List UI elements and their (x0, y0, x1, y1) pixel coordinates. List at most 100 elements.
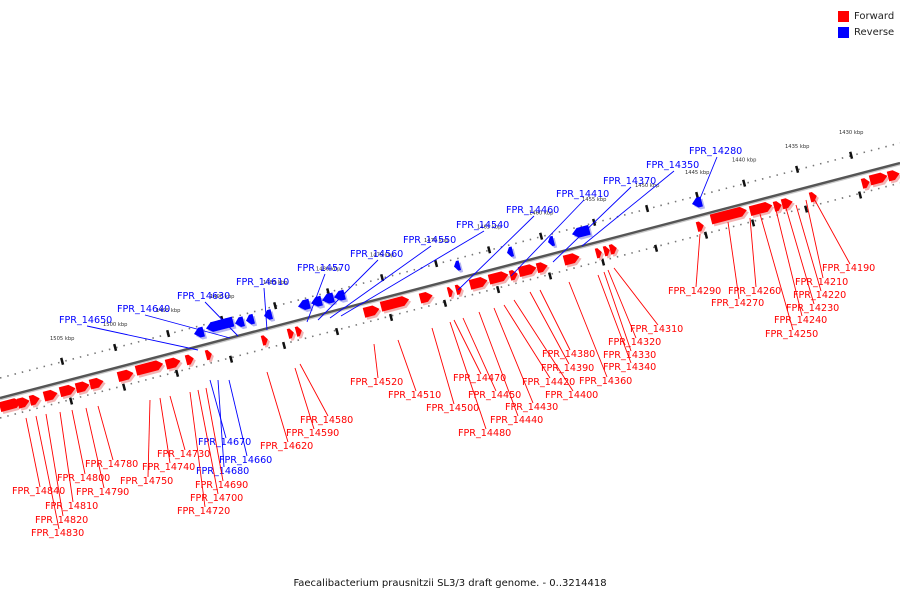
scale-tick (334, 327, 340, 336)
genome-caption: Faecalibacterium prausnitzii SL3/3 draft… (293, 578, 607, 589)
forward-gene-label-fpr-14340-leader (597, 274, 632, 364)
reverse-gene-label-fpr-14560-leader (317, 259, 379, 321)
forward-gene-label-fpr-14250: FPR_14250 (765, 329, 818, 340)
forward-gene-label-fpr-14400-leader (513, 299, 574, 392)
reverse-gene (572, 224, 591, 238)
scale-label: 1475 kbp (370, 252, 395, 258)
forward-gene (58, 384, 76, 398)
forward-gene-label-fpr-14470: FPR_14470 (453, 373, 506, 384)
forward-gene (868, 172, 888, 186)
legend-forward: Forward (838, 8, 894, 24)
forward-gene-label-fpr-14230: FPR_14230 (786, 303, 839, 314)
forward-gene-label-fpr-14730: FPR_14730 (157, 449, 210, 460)
forward-gene-label-fpr-14270: FPR_14270 (711, 298, 764, 309)
scale-label: 1455 kbp (582, 197, 607, 203)
forward-gene (860, 178, 870, 189)
reverse-gene-label-fpr-14650-leader (86, 325, 199, 351)
forward-gene-label-fpr-14260: FPR_14260 (728, 286, 781, 297)
scale-tick (434, 259, 439, 268)
scale-label: 1500 kbp (103, 322, 128, 328)
scale-tick (388, 313, 394, 322)
reverse-gene (692, 196, 703, 208)
scale-tick (281, 341, 287, 350)
forward-gene (286, 328, 294, 339)
forward-gene (508, 270, 518, 281)
forward-gene-label-fpr-14400: FPR_14400 (545, 390, 598, 401)
reverse-gene-label-fpr-14640: FPR_14640 (117, 304, 170, 315)
forward-gene-label-fpr-14330: FPR_14330 (603, 350, 656, 361)
legend-reverse-label: Reverse (854, 26, 895, 38)
forward-gene-label-fpr-14500-leader (431, 327, 455, 405)
reverse-gene-label-fpr-14640-leader (144, 314, 231, 339)
scale-label: 1470 kbp (424, 238, 449, 244)
forward-gene-label-fpr-14840-leader (25, 417, 41, 488)
forward-gene (446, 286, 453, 298)
scale-tick (273, 301, 278, 310)
scale-tick (803, 205, 809, 213)
forward-gene (748, 202, 773, 217)
scale-tick (750, 219, 756, 227)
forward-gene-label-fpr-14520-leader (373, 343, 379, 379)
forward-gene-label-fpr-14450: FPR_14450 (468, 390, 521, 401)
scale-tick (495, 285, 501, 294)
scale-tick (174, 369, 180, 378)
forward-gene-label-fpr-14430: FPR_14430 (505, 402, 558, 413)
forward-gene (602, 245, 610, 257)
forward-gene-label-fpr-14320-leader (607, 269, 637, 339)
reverse-gene (235, 316, 245, 328)
forward-gene-label-fpr-14440: FPR_14440 (490, 415, 543, 426)
reverse-gene (322, 292, 335, 304)
forward-gene-label-fpr-14210-leader (805, 199, 824, 279)
reverse-gene (548, 235, 556, 247)
reverse-gene-label-fpr-14410: FPR_14410 (556, 189, 609, 200)
reverse-gene-label-fpr-14610: FPR_14610 (236, 277, 289, 288)
forward-gene-label-fpr-14330-leader (603, 271, 632, 352)
forward-gene-label-fpr-14690-leader (205, 387, 224, 482)
forward-gene-label-fpr-14730-leader (169, 395, 186, 451)
reverse-gene-label-fpr-14680-leader (217, 379, 225, 468)
reverse-gene-label-fpr-14460-leader (457, 215, 535, 291)
forward-gene (562, 253, 580, 266)
forward-gene-label-fpr-14240-leader (775, 209, 803, 317)
reverse-gene-label-fpr-14280-leader (696, 156, 718, 207)
forward-gene (379, 296, 410, 312)
forward-gene-label-fpr-14700-leader (197, 389, 219, 495)
scale-label: 1435 kbp (785, 144, 810, 150)
forward-gene-label-fpr-14690: FPR_14690 (195, 480, 248, 491)
scale-label: 1480 kbp (316, 266, 341, 272)
forward-gene-label-fpr-14320: FPR_14320 (608, 337, 661, 348)
scale-tick (795, 165, 800, 174)
genome-backbone (0, 161, 900, 400)
scale-tick (442, 299, 448, 308)
forward-gene-label-fpr-14290: FPR_14290 (668, 286, 721, 297)
forward-gene (468, 277, 488, 290)
reverse-gene-label-fpr-14670: FPR_14670 (198, 437, 251, 448)
forward-gene-label-fpr-14700: FPR_14700 (190, 493, 243, 504)
forward-gene (204, 349, 212, 361)
forward-gene-label-fpr-14380-leader (539, 289, 571, 351)
forward-gene-label-fpr-14830-leader (35, 415, 60, 530)
forward-gene-label-fpr-14230-leader (785, 207, 815, 305)
forward-gene-label-fpr-14810: FPR_14810 (45, 501, 98, 512)
forward-gene (594, 248, 602, 259)
forward-gene (772, 201, 782, 212)
scale-tick (742, 179, 747, 187)
forward-gene (886, 170, 900, 182)
reverse-gene-label-fpr-14570: FPR_14570 (297, 263, 350, 274)
forward-gene-label-fpr-14210: FPR_14210 (795, 277, 848, 288)
forward-gene (695, 221, 704, 232)
forward-gene-label-fpr-14290-leader (695, 233, 701, 288)
scale-tick (703, 231, 709, 239)
forward-gene-label-fpr-14310: FPR_14310 (630, 324, 683, 335)
reverse-gene-label-fpr-14560: FPR_14560 (350, 249, 403, 260)
scale-tick (166, 329, 171, 338)
reverse-gene (454, 260, 462, 271)
forward-gene-label-fpr-14390: FPR_14390 (541, 363, 594, 374)
reverse-gene-label-fpr-14540-leader (340, 230, 485, 317)
forward-gene-label-fpr-14520: FPR_14520 (350, 377, 403, 388)
forward-gene-label-fpr-14480: FPR_14480 (458, 428, 511, 439)
scale-label: 1485 kbp (263, 280, 288, 286)
forward-gene-label-fpr-14470-leader (453, 319, 482, 375)
scale-label: 1465 kbp (477, 224, 502, 230)
forward-gene (487, 271, 509, 285)
